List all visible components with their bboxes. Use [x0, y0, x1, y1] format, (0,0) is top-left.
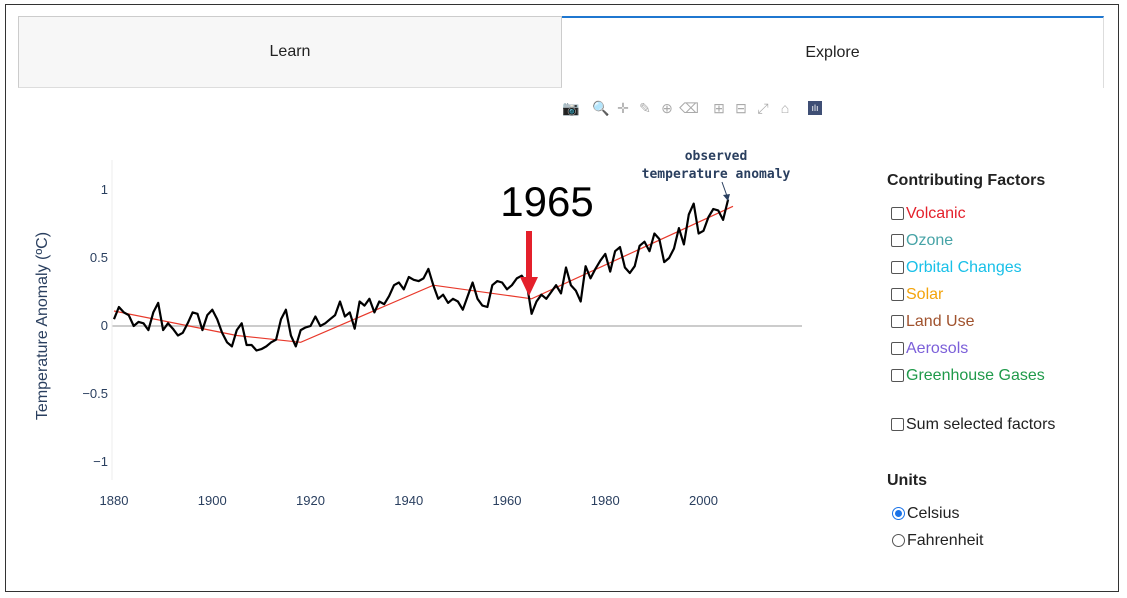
tab-explore[interactable]: Explore — [562, 16, 1104, 88]
plot-modebar: 📷 🔍 ✛ ✎ ⊕ ⌫ ⊞ ⊟ ⤢ ⌂ ılı — [560, 98, 826, 118]
x-tick-label: 1900 — [198, 493, 227, 508]
radio-icon[interactable] — [892, 534, 905, 547]
reset-axes-icon[interactable]: ⊟ — [735, 99, 747, 116]
autoscale-icon[interactable]: ⊞ — [713, 99, 725, 116]
x-tick-label: 2000 — [689, 493, 718, 508]
y-tick-label: 0.5 — [90, 250, 108, 265]
y-tick-label: −0.5 — [82, 386, 108, 401]
factor-checkbox-volcanic[interactable]: Volcanic — [887, 200, 1107, 227]
x-tick-label: 1920 — [296, 493, 325, 508]
factor-label: Aerosols — [906, 339, 969, 357]
x-tick-label: 1940 — [394, 493, 423, 508]
checkbox-icon[interactable] — [891, 342, 904, 355]
factor-label: Volcanic — [906, 204, 966, 222]
checkbox-icon[interactable] — [891, 369, 904, 382]
sum-factors-checkbox[interactable]: Sum selected factors — [887, 411, 1107, 438]
camera-icon[interactable]: 📷 — [562, 99, 580, 116]
checkbox-icon[interactable] — [891, 234, 904, 247]
y-tick-label: 1 — [101, 182, 108, 197]
factor-label: Ozone — [906, 231, 954, 249]
observed-annotation-line2: temperature anomaly — [642, 167, 791, 182]
home-icon[interactable]: ⌂ — [780, 100, 790, 116]
factor-checkbox-land-use[interactable]: Land Use — [887, 308, 1107, 335]
year-1965-label: 1965 — [500, 178, 593, 225]
factor-checkbox-aerosols[interactable]: Aerosols — [887, 335, 1107, 362]
unit-label: Fahrenheit — [907, 531, 984, 549]
factor-checkbox-greenhouse-gases[interactable]: Greenhouse Gases — [887, 362, 1107, 389]
plotly-logo-icon[interactable]: ılı — [804, 98, 826, 118]
factor-label: Land Use — [906, 312, 975, 330]
factors-panel: Contributing Factors Volcanic Ozone Orbita… — [887, 172, 1107, 554]
checkbox-icon[interactable] — [891, 315, 904, 328]
unit-label: Celsius — [907, 504, 960, 522]
trend-line — [113, 205, 734, 343]
checkbox-icon[interactable] — [891, 207, 904, 220]
app-frame — [5, 4, 1119, 592]
unit-radio-celsius[interactable]: Celsius — [887, 500, 1107, 527]
zoom-out-icon[interactable]: ⌫ — [679, 99, 699, 116]
lasso-icon[interactable]: ✎ — [639, 99, 651, 116]
tab-learn[interactable]: Learn — [18, 16, 562, 88]
temperature-chart[interactable]: −1 −0.5 0 0.5 1 1880 1900 1920 1940 1960 1980 2000… — [0, 0, 880, 598]
zoom-icon[interactable]: 🔍 — [592, 99, 610, 116]
checkbox-icon[interactable] — [891, 418, 904, 431]
checkbox-icon[interactable] — [891, 261, 904, 274]
unit-radio-fahrenheit[interactable]: Fahrenheit — [887, 527, 1107, 554]
contributing-factors-title: Contributing Factors — [887, 172, 1046, 189]
observed-annotation-arrow-icon — [721, 181, 730, 201]
x-tick-label: 1960 — [493, 493, 522, 508]
x-tick-label: 1980 — [591, 493, 620, 508]
factor-label: Orbital Changes — [906, 258, 1022, 276]
y-axis-label: Temperature Anomaly (ºC) — [34, 232, 51, 420]
fullscreen-icon[interactable]: ⤢ — [757, 99, 769, 116]
factor-label: Solar — [906, 285, 944, 303]
observed-series-line — [112, 199, 730, 352]
pan-icon[interactable]: ✛ — [617, 99, 629, 116]
radio-icon[interactable] — [892, 507, 905, 520]
y-tick-label: 0 — [101, 318, 108, 333]
factor-checkbox-solar[interactable]: Solar — [887, 281, 1107, 308]
x-tick-label: 1880 — [100, 493, 129, 508]
arrow-1965-icon — [520, 231, 538, 296]
zoom-in-icon[interactable]: ⊕ — [661, 99, 673, 116]
observed-annotation-line1: observed — [685, 149, 748, 164]
checkbox-icon[interactable] — [891, 288, 904, 301]
sum-factors-label: Sum selected factors — [906, 415, 1056, 433]
y-tick-label: −1 — [93, 454, 108, 469]
units-title: Units — [887, 472, 927, 489]
factor-checkbox-orbital-changes[interactable]: Orbital Changes — [887, 254, 1107, 281]
factor-checkbox-ozone[interactable]: Ozone — [887, 227, 1107, 254]
factor-label: Greenhouse Gases — [906, 366, 1045, 384]
